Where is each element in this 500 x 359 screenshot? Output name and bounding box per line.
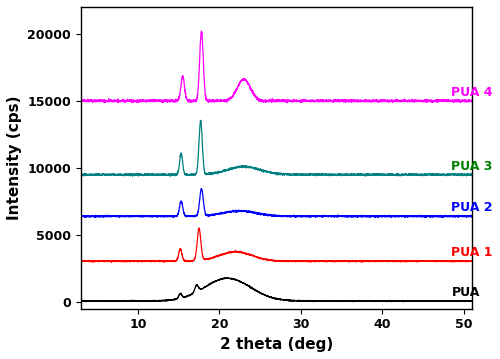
X-axis label: 2 theta (deg): 2 theta (deg) — [220, 337, 333, 352]
Text: PUA 2: PUA 2 — [452, 201, 493, 214]
Text: PUA: PUA — [452, 286, 480, 299]
Y-axis label: Intensity (cps): Intensity (cps) — [7, 95, 22, 220]
Text: PUA 3: PUA 3 — [452, 160, 493, 173]
Text: PUA 4: PUA 4 — [452, 86, 493, 99]
Text: PUA 1: PUA 1 — [452, 246, 493, 259]
